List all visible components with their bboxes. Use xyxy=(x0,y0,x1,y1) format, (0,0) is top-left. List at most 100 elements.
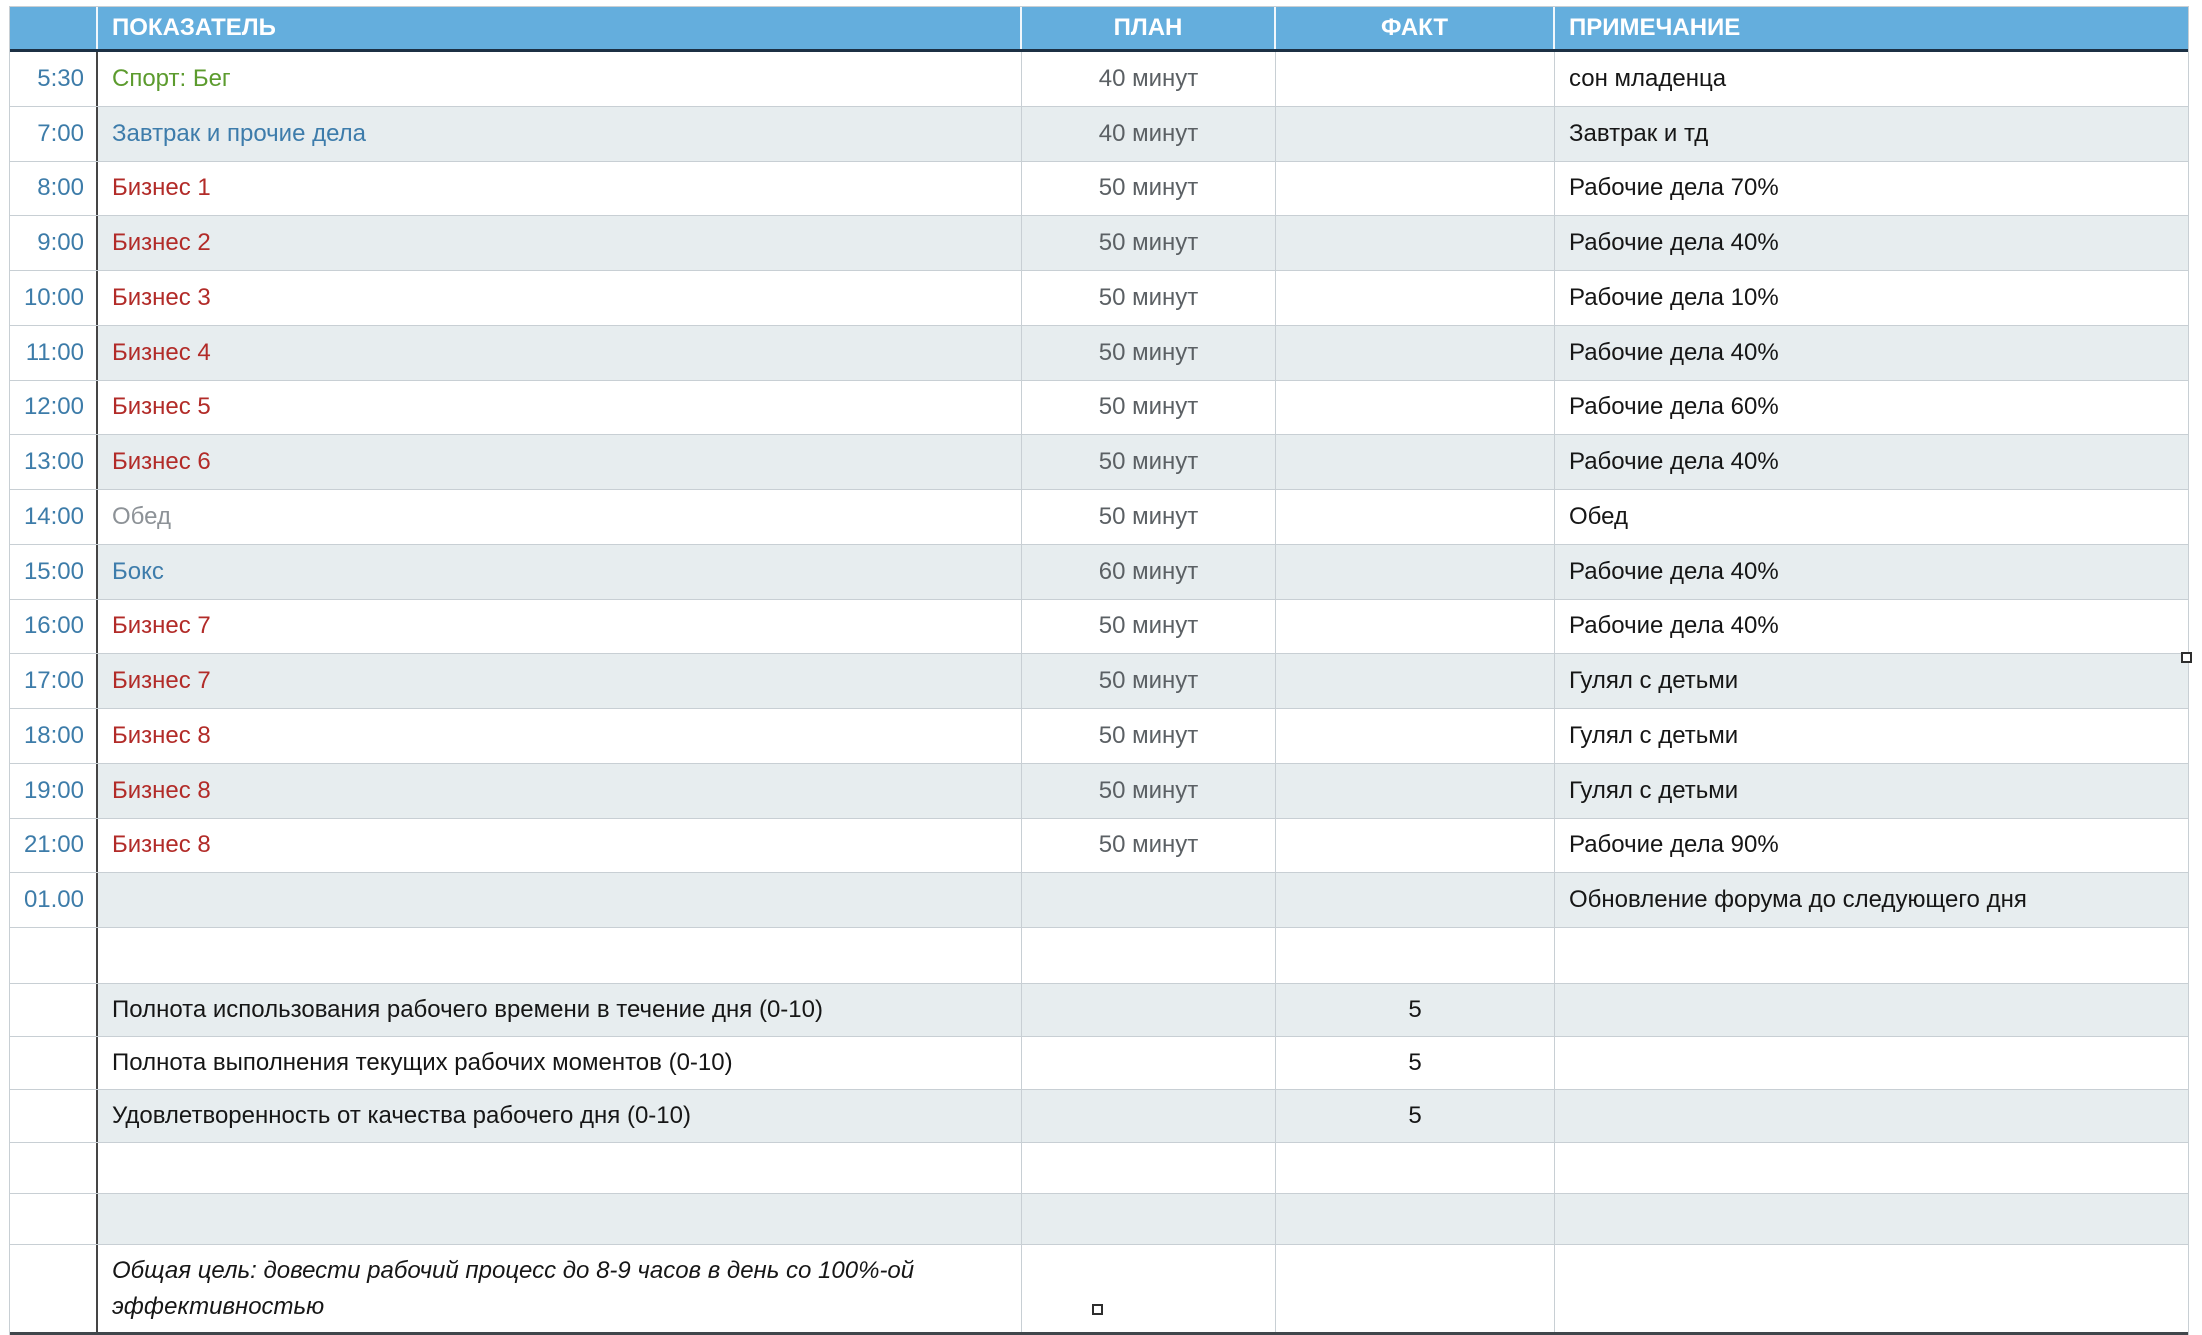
cell-fact[interactable] xyxy=(1276,380,1555,435)
cell-time[interactable]: 18:00 xyxy=(10,709,98,763)
cell-note[interactable]: Завтрак и тд xyxy=(1555,106,2188,161)
cell-plan[interactable]: 50 минут xyxy=(1022,763,1276,818)
cell-time[interactable] xyxy=(10,1143,98,1193)
cell-note[interactable]: сон младенца xyxy=(1569,64,1727,92)
cell-time[interactable]: 16:00 xyxy=(10,599,98,654)
cell-note[interactable]: Рабочие дела 10% xyxy=(1569,283,1779,311)
cell-time[interactable]: 7:00 xyxy=(10,106,98,161)
cell-plan[interactable] xyxy=(1022,1037,1276,1089)
cell-indicator[interactable]: Бизнес 6 xyxy=(98,435,1022,489)
cell-note[interactable] xyxy=(1555,1194,2188,1244)
cell-indicator[interactable]: Спорт: Бег xyxy=(98,52,1022,106)
cell-indicator[interactable]: Бокс xyxy=(98,544,1022,599)
cell-summary-label[interactable]: Удовлетворенность от качества рабочего д… xyxy=(98,1090,1022,1142)
cell-note[interactable]: Рабочие дела 70% xyxy=(1569,174,1779,202)
cell-time[interactable]: 15:00 xyxy=(10,544,98,599)
cell-plan[interactable] xyxy=(1022,928,1276,983)
cell-plan[interactable]: 60 минут xyxy=(1022,544,1276,599)
cell-indicator[interactable]: Бизнес 5 xyxy=(98,380,1022,435)
cell-note[interactable]: Рабочие дела 40% xyxy=(1569,612,1779,640)
cell-note[interactable] xyxy=(1555,1143,2188,1193)
cell-fact[interactable] xyxy=(1276,599,1555,654)
cell-fact[interactable] xyxy=(1276,106,1555,161)
cell-indicator[interactable]: Бизнес 8 xyxy=(98,709,1022,763)
cell-time[interactable]: 14:00 xyxy=(10,490,98,544)
cell-plan[interactable]: 40 минут xyxy=(1022,106,1276,161)
goal-cell[interactable]: Общая цель: довести рабочий процесс до 8… xyxy=(98,1245,1022,1332)
cell-indicator[interactable] xyxy=(98,928,1022,983)
header-fact-cell[interactable]: ФАКТ xyxy=(1276,7,1555,49)
cell-summary-label[interactable]: Полнота использования рабочего времени в… xyxy=(98,984,1022,1036)
cell-time[interactable]: 8:00 xyxy=(10,161,98,216)
cell-note[interactable] xyxy=(1555,984,2188,1036)
cell-note[interactable] xyxy=(1555,928,2188,983)
cell-indicator[interactable] xyxy=(98,873,1022,927)
cell-fact[interactable] xyxy=(1276,52,1555,106)
cell-plan[interactable] xyxy=(1022,1143,1276,1193)
cell-fact[interactable] xyxy=(1276,161,1555,216)
cell-indicator[interactable] xyxy=(98,1194,1022,1244)
selection-handle[interactable] xyxy=(1092,1304,1103,1315)
cell-indicator[interactable]: Бизнес 2 xyxy=(98,216,1022,270)
selection-handle[interactable] xyxy=(2181,652,2192,663)
cell-note[interactable]: Рабочие дела 40% xyxy=(1555,325,2188,380)
cell-fact[interactable]: 5 xyxy=(1276,1037,1555,1089)
cell-plan[interactable] xyxy=(1022,873,1276,927)
cell-time[interactable]: 11:00 xyxy=(10,325,98,380)
cell-time[interactable]: 12:00 xyxy=(10,380,98,435)
cell-plan[interactable]: 50 минут xyxy=(1022,654,1276,708)
cell-time[interactable]: 17:00 xyxy=(10,654,98,708)
cell-plan[interactable]: 50 минут xyxy=(1022,709,1276,763)
cell-note[interactable] xyxy=(1555,1090,2188,1142)
cell-note[interactable]: Обед xyxy=(1569,502,1628,530)
cell-indicator[interactable]: Бизнес 3 xyxy=(98,271,1022,325)
cell-indicator[interactable]: Завтрак и прочие дела xyxy=(98,106,1022,161)
cell-fact[interactable] xyxy=(1276,544,1555,599)
cell-time[interactable]: 10:00 xyxy=(10,271,98,325)
cell-time[interactable] xyxy=(10,928,98,983)
cell-time[interactable] xyxy=(10,1090,98,1142)
cell-fact[interactable]: 5 xyxy=(1276,984,1555,1036)
cell-summary-label[interactable]: Полнота выполнения текущих рабочих момен… xyxy=(98,1037,1022,1089)
cell-indicator[interactable]: Бизнес 7 xyxy=(98,654,1022,708)
cell-note[interactable]: Обновление форума до следующего дня xyxy=(1555,873,2188,927)
cell-fact[interactable] xyxy=(1276,1245,1555,1332)
cell-fact[interactable] xyxy=(1276,435,1555,489)
header-indicator-cell[interactable]: ПОКАЗАТЕЛЬ xyxy=(98,7,1022,49)
cell-indicator[interactable]: Обед xyxy=(98,490,1022,544)
cell-fact[interactable] xyxy=(1276,873,1555,927)
cell-time[interactable]: 13:00 xyxy=(10,435,98,489)
cell-plan[interactable]: 50 минут xyxy=(1022,161,1276,216)
cell-time[interactable] xyxy=(10,1245,98,1332)
cell-time[interactable] xyxy=(10,984,98,1036)
cell-note[interactable]: Рабочие дела 40% xyxy=(1555,544,2188,599)
cell-note[interactable]: Рабочие дела 60% xyxy=(1569,393,1779,421)
cell-plan[interactable] xyxy=(1022,1245,1276,1332)
cell-plan[interactable]: 50 минут xyxy=(1022,271,1276,325)
cell-indicator[interactable]: Бизнес 7 xyxy=(98,599,1022,654)
cell-plan[interactable]: 50 минут xyxy=(1022,435,1276,489)
cell-time[interactable]: 19:00 xyxy=(10,763,98,818)
cell-plan[interactable]: 50 минут xyxy=(1022,599,1276,654)
cell-fact[interactable]: 5 xyxy=(1276,1090,1555,1142)
cell-indicator[interactable]: Бизнес 4 xyxy=(98,325,1022,380)
cell-fact[interactable] xyxy=(1276,1194,1555,1244)
cell-indicator[interactable]: Бизнес 8 xyxy=(98,818,1022,873)
cell-plan[interactable]: 50 минут xyxy=(1022,380,1276,435)
cell-time[interactable]: 01.00 xyxy=(10,873,98,927)
cell-fact[interactable] xyxy=(1276,818,1555,873)
cell-indicator[interactable] xyxy=(98,1143,1022,1193)
cell-fact[interactable] xyxy=(1276,1143,1555,1193)
cell-indicator[interactable]: Бизнес 1 xyxy=(98,161,1022,216)
cell-time[interactable]: 21:00 xyxy=(10,818,98,873)
cell-fact[interactable] xyxy=(1276,216,1555,270)
header-note-cell[interactable]: ПРИМЕЧАНИЕ xyxy=(1569,14,1741,41)
cell-note[interactable]: Рабочие дела 90% xyxy=(1569,831,1779,859)
cell-fact[interactable] xyxy=(1276,763,1555,818)
cell-plan[interactable]: 40 минут xyxy=(1022,52,1276,106)
cell-fact[interactable] xyxy=(1276,709,1555,763)
cell-indicator[interactable]: Бизнес 8 xyxy=(98,763,1022,818)
cell-note[interactable]: Гулял с детьми xyxy=(1569,721,1739,749)
cell-plan[interactable] xyxy=(1022,1194,1276,1244)
cell-note[interactable]: Гулял с детьми xyxy=(1555,654,2188,708)
